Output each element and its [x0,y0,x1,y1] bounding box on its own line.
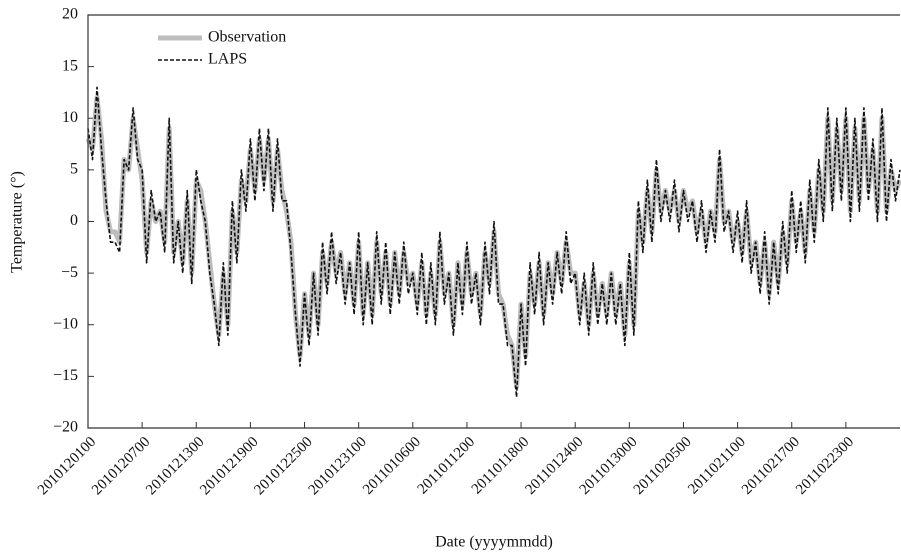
y-tick-label: −10 [53,315,78,332]
x-tick-label: 2010123100 [306,434,370,498]
y-tick-label: −5 [61,264,78,281]
y-tick-label: 20 [62,6,78,23]
x-tick-label: 2011010600 [360,434,424,498]
y-tick-label: 5 [70,161,78,178]
x-tick-label: 2011020500 [631,434,695,498]
x-tick-label: 2011012400 [522,434,586,498]
y-tick-label: 15 [62,57,78,74]
x-tick-label: 2011021700 [739,434,803,498]
x-tick-label: 2011022300 [793,434,857,498]
legend-label: LAPS [208,51,247,68]
y-axis-label: Temperature (°) [9,171,26,273]
y-tick-label: −15 [53,367,78,384]
y-tick-label: −20 [53,419,78,436]
x-tick-label: 2011013000 [577,434,641,498]
axes-frame [87,14,900,429]
legend-label: Observation [208,29,286,46]
series-line [85,95,901,390]
x-tick-label: 2011011200 [415,434,479,498]
y-tick-label: 10 [62,109,78,126]
x-axis-label: Date (yyyymmdd) [435,534,553,551]
series-line [87,86,901,398]
y-tick-label: 0 [70,212,78,229]
